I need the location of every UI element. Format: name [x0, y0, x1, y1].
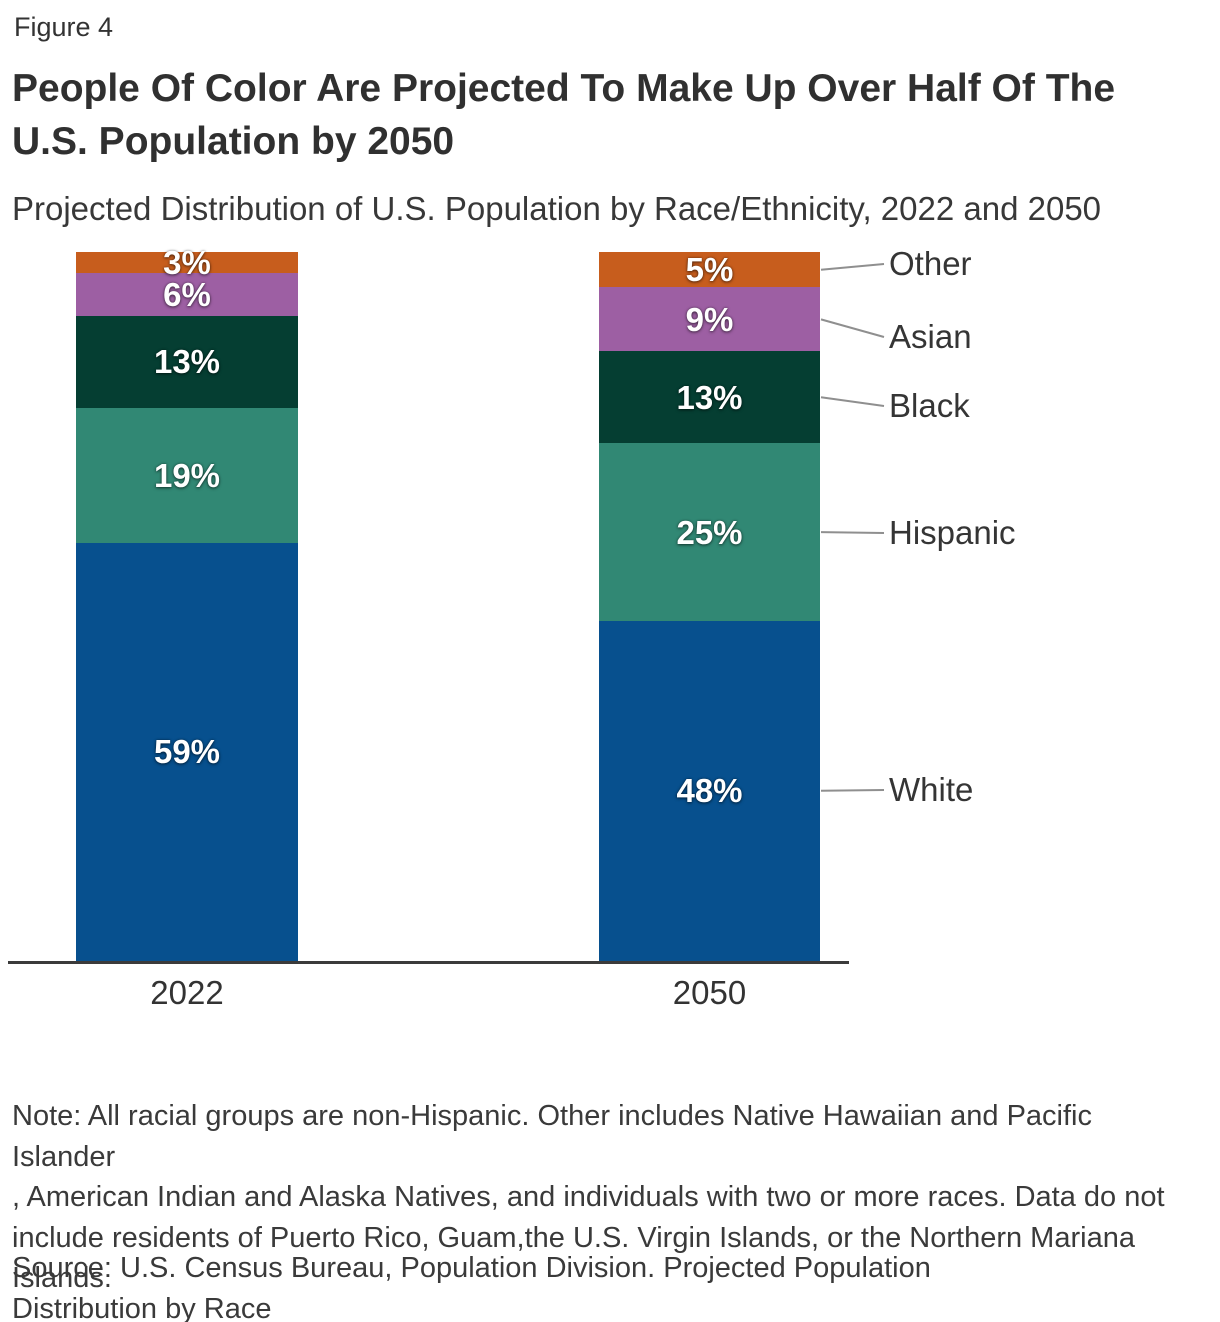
segment-value-label: 6%	[163, 276, 211, 314]
footer-row: Source: U.S. Census Bureau, Population D…	[12, 1248, 1208, 1322]
bar-segment-2022-white: 59%	[76, 542, 298, 961]
bar-segment-2050-hispanic: 25%	[599, 443, 820, 621]
legend-label-asian: Asian	[889, 318, 972, 355]
bar-segment-2022-hispanic: 19%	[76, 408, 298, 543]
segment-value-label: 9%	[685, 300, 734, 338]
legend-connector-hispanic	[820, 531, 885, 534]
segment-value-label: 13%	[153, 343, 221, 381]
legend-label-black: Black	[889, 387, 970, 424]
bar-segment-2022-black: 13%	[76, 315, 298, 408]
segment-value-label: 5%	[685, 251, 734, 289]
legend-connector-black	[820, 396, 885, 407]
bar-segment-2050-white: 48%	[599, 620, 820, 961]
stacked-bar-2050: 48% 25% 13% 9% 5%	[599, 252, 820, 961]
bar-segment-2050-black: 13%	[599, 351, 820, 444]
source-text: Source: U.S. Census Bureau, Population D…	[12, 1252, 931, 1322]
chart-subtitle: Projected Distribution of U.S. Populatio…	[12, 190, 1102, 227]
segment-value-label: 19%	[153, 456, 221, 494]
segment-value-label: 48%	[676, 772, 743, 810]
segment-value-label: 3%	[163, 244, 211, 282]
segment-value-label: 25%	[676, 513, 743, 551]
legend-label-other: Other	[889, 245, 972, 282]
x-axis-line	[8, 961, 849, 964]
segment-value-label: 59%	[153, 733, 221, 771]
chart-title: People Of Color Are Projected To Make Up…	[12, 67, 1116, 164]
bar-segment-2050-asian: 9%	[599, 287, 820, 352]
figure-label: Figure 4	[14, 12, 114, 42]
legend-label-hispanic: Hispanic	[889, 514, 1016, 551]
x-axis-label-2022: 2022	[150, 974, 224, 1011]
bar-segment-2022-other: 3%	[76, 246, 298, 279]
note-text: Note: All racial groups are non-Hispanic…	[12, 1100, 1165, 1295]
bar-segment-2022-asian: 6%	[76, 273, 298, 316]
segment-value-label: 13%	[676, 378, 743, 416]
legend-label-white: White	[889, 771, 974, 808]
legend-connector-asian	[820, 318, 885, 338]
stacked-bar-2022: 59% 19% 13% 6% 3%	[76, 246, 298, 961]
x-axis-label-2050: 2050	[672, 974, 747, 1011]
bar-segment-2050-other: 5%	[599, 251, 820, 289]
legend-connector-other	[820, 263, 885, 271]
legend-connector-white	[820, 789, 885, 792]
